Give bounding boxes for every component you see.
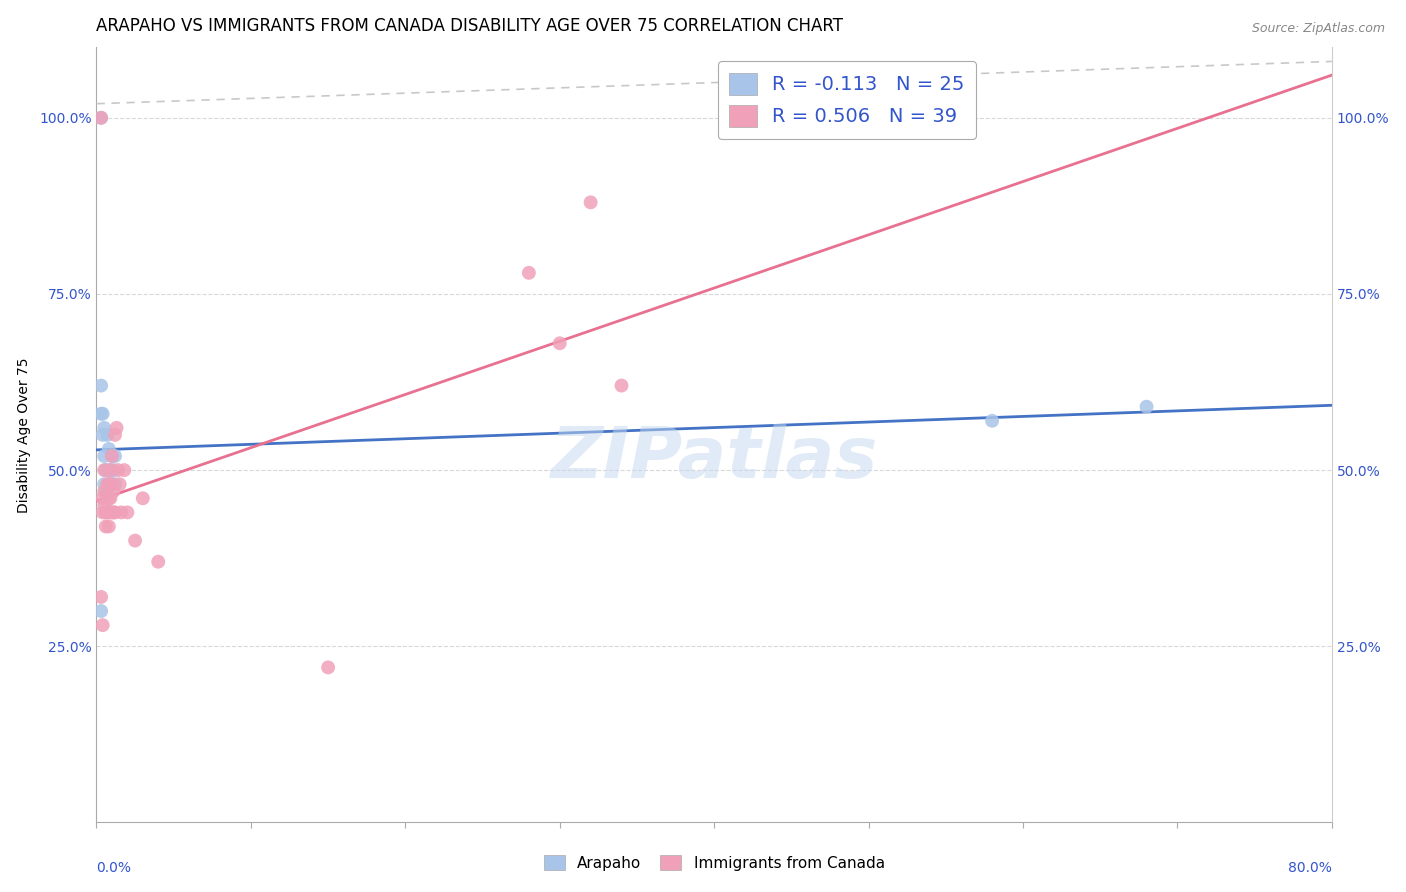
- Point: [316, 660, 339, 674]
- Point: [103, 463, 125, 477]
- Legend: Arapaho, Immigrants from Canada: Arapaho, Immigrants from Canada: [537, 848, 891, 877]
- Point: [610, 378, 633, 392]
- Point: [93, 484, 115, 499]
- Point: [100, 477, 122, 491]
- Point: [103, 505, 125, 519]
- Point: [100, 505, 122, 519]
- Point: [579, 195, 602, 210]
- Point: [101, 477, 124, 491]
- Point: [981, 414, 1004, 428]
- Point: [93, 499, 115, 513]
- Point: [100, 463, 122, 477]
- Point: [90, 407, 112, 421]
- Point: [101, 449, 124, 463]
- Point: [94, 484, 117, 499]
- Point: [97, 477, 120, 491]
- Point: [107, 463, 129, 477]
- Text: ZIPatlas: ZIPatlas: [551, 424, 877, 492]
- Point: [101, 449, 124, 463]
- Point: [112, 463, 135, 477]
- Point: [91, 505, 114, 519]
- Point: [91, 428, 114, 442]
- Point: [108, 477, 131, 491]
- Point: [104, 449, 127, 463]
- Point: [97, 442, 120, 456]
- Text: 0.0%: 0.0%: [97, 862, 132, 875]
- Point: [104, 505, 127, 519]
- Text: ARAPAHO VS IMMIGRANTS FROM CANADA DISABILITY AGE OVER 75 CORRELATION CHART: ARAPAHO VS IMMIGRANTS FROM CANADA DISABI…: [97, 17, 844, 35]
- Point: [104, 428, 127, 442]
- Point: [101, 477, 124, 491]
- Point: [97, 491, 120, 506]
- Point: [103, 484, 125, 499]
- Point: [96, 477, 118, 491]
- Point: [105, 421, 128, 435]
- Point: [96, 463, 118, 477]
- Point: [90, 111, 112, 125]
- Point: [93, 421, 115, 435]
- Text: 80.0%: 80.0%: [1288, 862, 1331, 875]
- Point: [97, 519, 120, 533]
- Point: [96, 484, 118, 499]
- Point: [90, 378, 112, 392]
- Point: [1135, 400, 1157, 414]
- Point: [91, 407, 114, 421]
- Point: [93, 449, 115, 463]
- Point: [90, 590, 112, 604]
- Point: [117, 505, 139, 519]
- Point: [91, 491, 114, 506]
- Point: [90, 604, 112, 618]
- Point: [94, 519, 117, 533]
- Y-axis label: Disability Age Over 75: Disability Age Over 75: [17, 357, 31, 513]
- Point: [90, 111, 112, 125]
- Point: [148, 555, 170, 569]
- Point: [548, 336, 571, 351]
- Point: [97, 477, 120, 491]
- Point: [100, 463, 122, 477]
- Point: [517, 266, 540, 280]
- Point: [96, 428, 118, 442]
- Point: [101, 505, 124, 519]
- Point: [91, 618, 114, 632]
- Point: [93, 463, 115, 477]
- Point: [94, 463, 117, 477]
- Point: [100, 491, 122, 506]
- Point: [93, 477, 115, 491]
- Point: [124, 533, 146, 548]
- Point: [96, 505, 118, 519]
- Point: [104, 477, 127, 491]
- Point: [132, 491, 155, 506]
- Text: Source: ZipAtlas.com: Source: ZipAtlas.com: [1251, 22, 1385, 36]
- Point: [110, 505, 132, 519]
- Point: [94, 505, 117, 519]
